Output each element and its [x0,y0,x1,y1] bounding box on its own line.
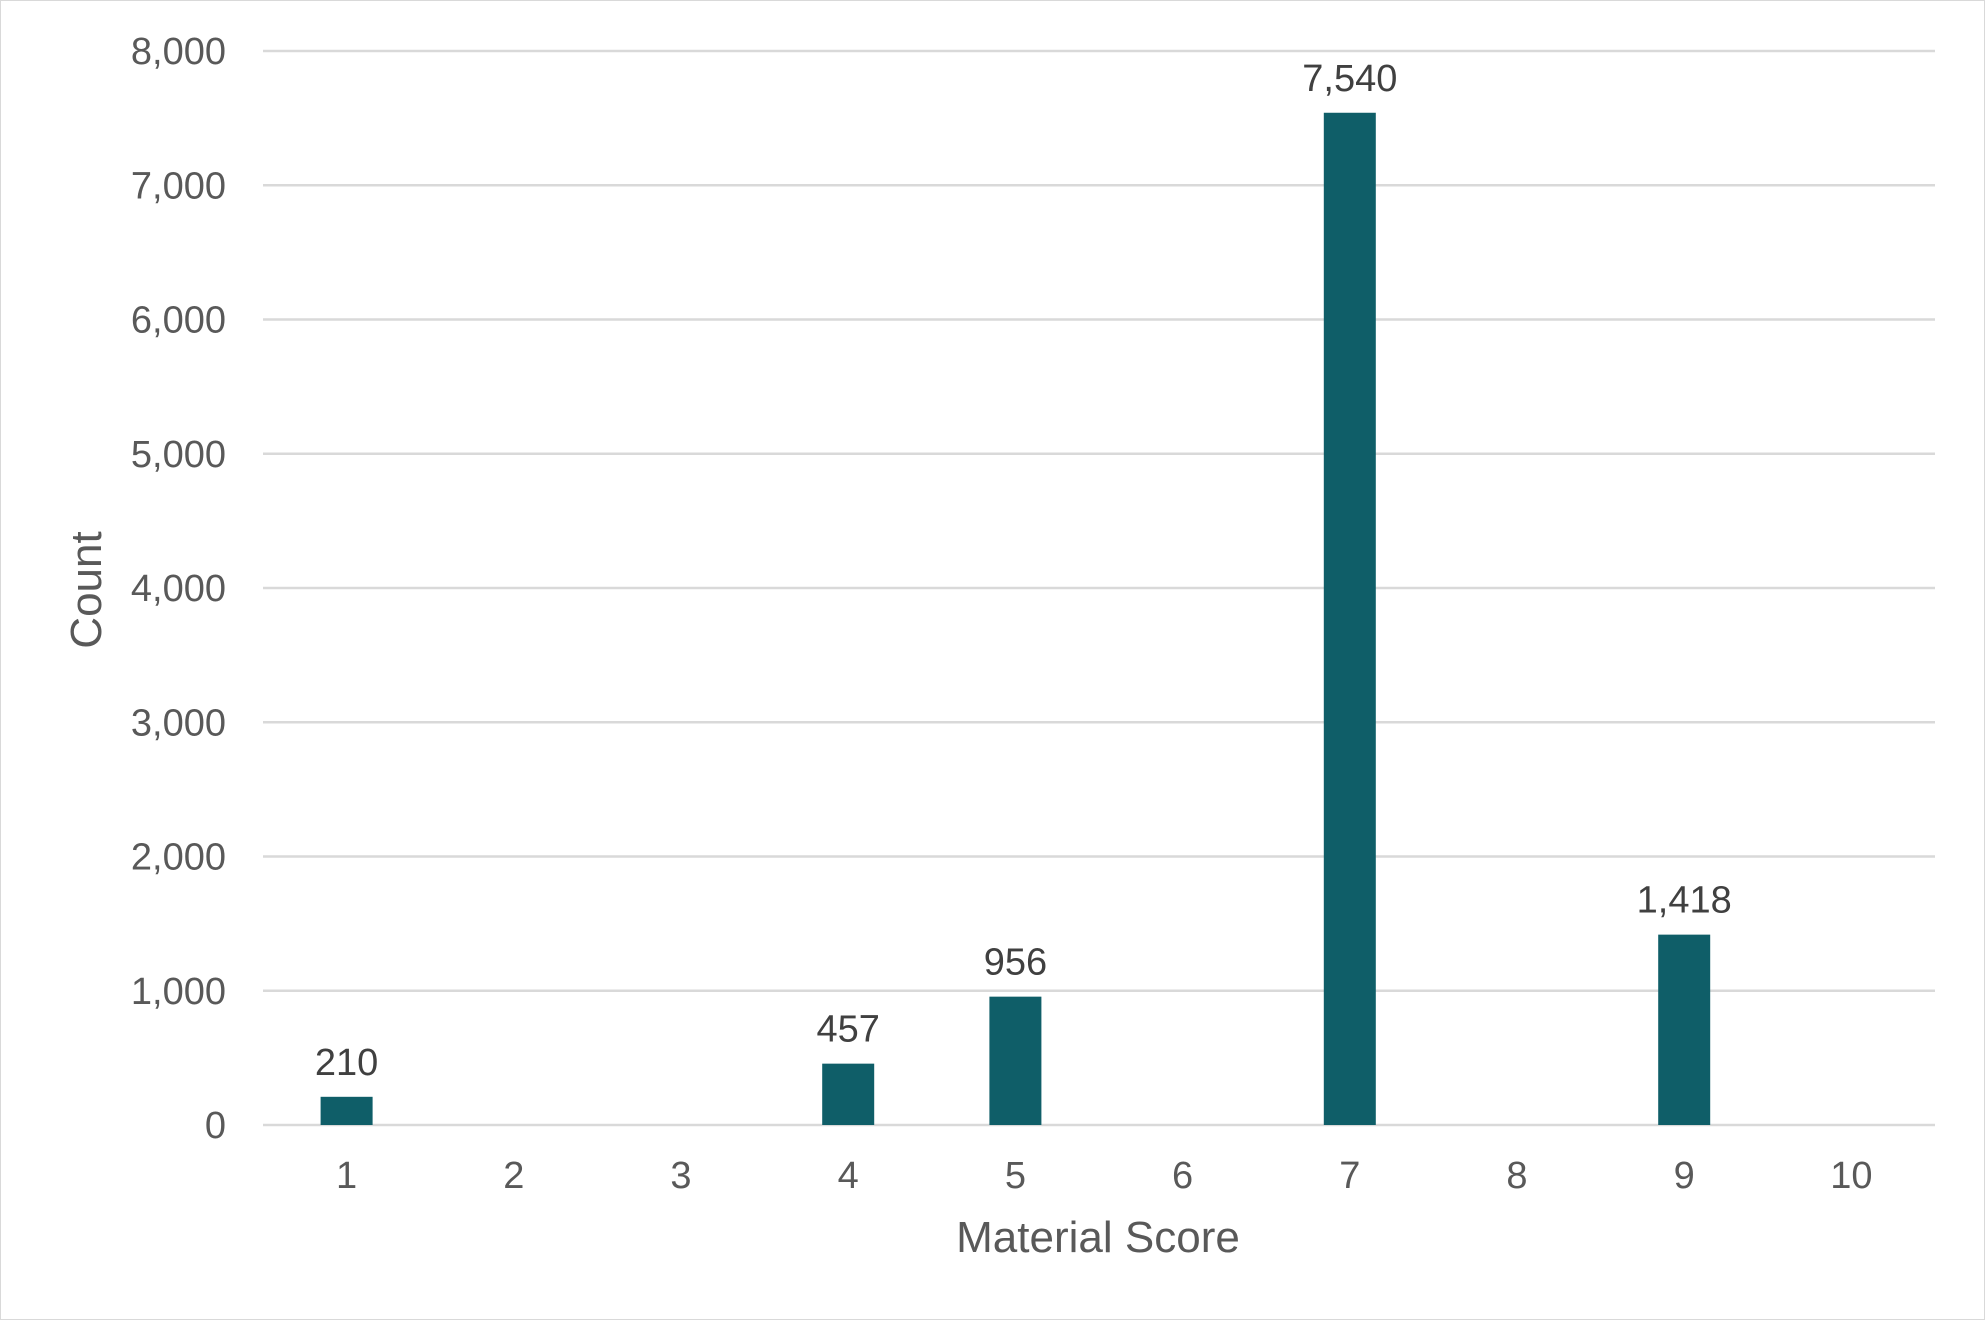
data-label-5: 956 [984,942,1047,984]
y-tick-label: 8,000 [131,31,226,73]
x-axis-ticks: 1 2 3 4 5 6 7 8 9 10 [336,1155,1873,1197]
bar-9 [1658,934,1711,1125]
y-tick-label: 7,000 [131,165,226,207]
x-tick-label: 2 [503,1155,524,1197]
x-tick-label: 8 [1506,1155,1527,1197]
x-tick-label: 4 [838,1155,859,1197]
x-tick-label: 1 [336,1155,357,1197]
y-tick-label: 1,000 [131,971,226,1013]
y-axis-title: Count [62,531,111,648]
gridlines [263,49,1935,1127]
x-tick-label: 7 [1339,1155,1360,1197]
y-axis-ticks: 0 1,000 2,000 3,000 4,000 5,000 6,000 7,000 8,00… [131,31,226,1147]
bar-4 [822,1063,875,1125]
bar-1 [320,1096,373,1125]
y-tick-label: 5,000 [131,434,226,476]
bar-7 [1323,112,1376,1125]
x-tick-label: 6 [1172,1155,1193,1197]
x-tick-label: 5 [1005,1155,1026,1197]
y-tick-label: 0 [205,1105,226,1147]
data-label-4: 457 [816,1009,879,1051]
data-label-1: 210 [315,1042,378,1084]
y-tick-label: 6,000 [131,300,226,342]
y-tick-label: 2,000 [131,837,226,879]
x-tick-label: 9 [1674,1155,1695,1197]
data-labels: 210 457 956 7,540 1,418 [315,58,1732,1084]
x-tick-label: 3 [670,1155,691,1197]
y-tick-label: 3,000 [131,702,226,744]
bars [320,112,1711,1125]
x-axis-title: Material Score [956,1213,1240,1262]
y-tick-label: 4,000 [131,568,226,610]
data-label-7: 7,540 [1302,58,1397,100]
x-tick-label: 10 [1830,1155,1872,1197]
data-label-9: 1,418 [1637,880,1732,922]
bar-5 [989,996,1042,1125]
